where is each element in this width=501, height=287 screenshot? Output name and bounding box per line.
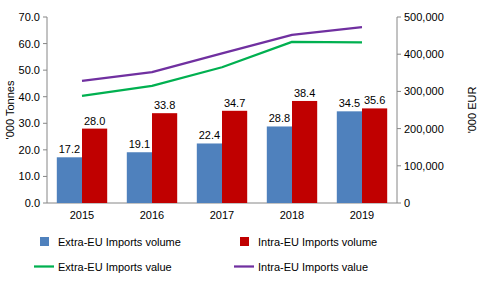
y-tick-label: 60.0 — [19, 38, 40, 50]
bar — [152, 113, 177, 203]
legend: Extra-EU Imports volume Intra-EU Imports … — [34, 236, 377, 273]
data-label: 17.2 — [59, 143, 80, 155]
legend-swatch — [34, 265, 54, 267]
bar — [292, 101, 317, 203]
data-label: 22.4 — [199, 129, 220, 141]
legend-swatch — [40, 237, 49, 246]
x-tick-label: 2019 — [350, 209, 374, 221]
y-tick — [43, 123, 47, 124]
plot-area — [57, 27, 387, 203]
y2-tick-label: 500,000 — [404, 11, 444, 23]
y2-tick-label: 100,000 — [404, 160, 444, 172]
y2-tick-label: 200,000 — [404, 123, 444, 135]
data-label: 33.8 — [154, 99, 175, 111]
legend-label: Intra-EU Imports value — [258, 261, 368, 273]
y2-tick-label: 300,000 — [404, 85, 444, 97]
y2-tick-label: 0 — [404, 197, 410, 209]
y-tick — [43, 96, 47, 97]
data-label: 34.5 — [339, 97, 360, 109]
data-label: 19.1 — [129, 138, 150, 150]
x-tick-label: 2016 — [140, 209, 164, 221]
x-tick-label: 2017 — [210, 209, 234, 221]
bar — [82, 129, 107, 203]
y2-axis — [397, 17, 398, 203]
x-tick-label: 2015 — [70, 209, 94, 221]
y-tick — [43, 203, 47, 204]
legend-swatch — [234, 265, 254, 267]
data-label: 28.8 — [269, 112, 290, 124]
data-labels: 17.2 19.1 22.4 28.8 34.5 28.0 33.8 34.7 38.4 35.6 — [59, 87, 386, 155]
y2-tick-label: 400,000 — [404, 48, 444, 60]
legend-label: Extra-EU Imports volume — [58, 236, 181, 248]
y2-tick — [397, 128, 401, 129]
bar — [197, 143, 222, 203]
y-tick-label: 40.0 — [19, 91, 40, 103]
y-tick-label: 20.0 — [19, 144, 40, 156]
y-axis — [47, 17, 48, 203]
y2-tick — [397, 165, 401, 166]
x-tick-label: 2018 — [280, 209, 304, 221]
y-tick-label: 50.0 — [19, 64, 40, 76]
y-tick — [43, 176, 47, 177]
bar — [337, 111, 362, 203]
chart: 0.0 10.0 20.0 30.0 40.0 50.0 60.0 70.0 0 100,000 2… — [0, 0, 501, 287]
y-tick-label: 30.0 — [19, 117, 40, 129]
legend-label: Extra-EU Imports value — [58, 261, 172, 273]
y-tick — [43, 17, 47, 18]
y-tick-label: 10.0 — [19, 170, 40, 182]
y2-tick — [397, 91, 401, 92]
y-tick-label: 70.0 — [19, 11, 40, 23]
bar — [127, 152, 152, 203]
line — [82, 42, 362, 96]
data-label: 34.7 — [224, 97, 245, 109]
y-axis-title: '000 Tonnes — [4, 80, 16, 139]
data-label: 38.4 — [294, 87, 315, 99]
line — [82, 27, 362, 81]
y2-axis-title: '000 EUR — [466, 87, 478, 134]
y2-tick — [397, 17, 401, 18]
y2-tick — [397, 54, 401, 55]
bar — [222, 111, 247, 203]
y2-tick — [397, 203, 401, 204]
legend-swatch — [240, 237, 249, 246]
bar — [362, 108, 387, 203]
y-tick — [43, 70, 47, 71]
y-tick — [43, 43, 47, 44]
bar — [267, 126, 292, 203]
y-tick-label: 0.0 — [25, 197, 40, 209]
y-tick — [43, 149, 47, 150]
bar — [57, 157, 82, 203]
data-label: 35.6 — [364, 94, 385, 106]
data-label: 28.0 — [84, 115, 105, 127]
legend-label: Intra-EU Imports volume — [258, 236, 377, 248]
